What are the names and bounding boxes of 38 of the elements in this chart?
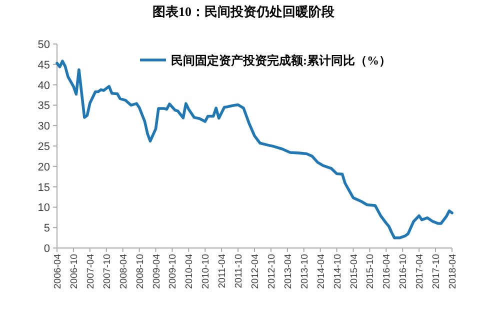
x-tick-label: 2006-10	[68, 254, 80, 289]
y-tick-label: 25	[38, 141, 50, 153]
x-tick-label: 2011-04	[217, 254, 228, 288]
x-tick-label: 2008-10	[134, 254, 146, 289]
x-tick-label: 2016-10	[398, 254, 410, 289]
x-tick-label: 2016-04	[382, 254, 393, 289]
x-tick-label: 2018-04	[448, 254, 458, 289]
x-tick-label: 2010-04	[184, 254, 196, 289]
x-tick-label: 2007-04	[85, 254, 96, 289]
y-tick-label: 10	[38, 202, 50, 214]
legend-label: 民间固定资产投资完成额:累计同比（%）	[171, 54, 391, 68]
x-tick-label: 2008-04	[118, 254, 130, 289]
x-tick-label: 2015-10	[365, 254, 376, 289]
x-tick-label: 2014-04	[316, 254, 327, 289]
y-tick-label: 0	[44, 243, 50, 255]
x-tick-label: 2010-10	[200, 254, 212, 289]
x-tick-label: 2011-10	[234, 254, 245, 288]
x-tick-label: 2009-10	[168, 254, 179, 289]
x-tick-label: 2014-10	[332, 254, 344, 289]
y-tick-label: 50	[38, 39, 50, 51]
x-tick-label: 2015-04	[348, 254, 360, 289]
x-tick-label: 2017-04	[414, 254, 426, 289]
y-tick-label: 5	[44, 222, 50, 235]
y-tick-label: 40	[38, 80, 50, 92]
x-tick-label: 2006-04	[52, 254, 64, 289]
y-tick-label: 15	[38, 182, 50, 194]
x-tick-label: 2012-04	[250, 254, 261, 289]
y-tick-label: 20	[38, 161, 50, 174]
chart-title: 图表10：民间投资仍处回暖阶段	[152, 4, 336, 19]
x-tick-label: 2017-10	[431, 254, 442, 289]
y-tick-label: 35	[38, 100, 50, 112]
x-tick-label: 2009-04	[151, 254, 162, 289]
x-tick-label: 2007-10	[102, 254, 113, 289]
x-tick-label: 2013-04	[282, 254, 294, 289]
x-tick-label: 2012-10	[266, 254, 278, 289]
x-tick-label: 2013-10	[299, 254, 310, 289]
y-tick-label: 30	[38, 120, 50, 133]
y-tick-label: 45	[38, 59, 50, 72]
